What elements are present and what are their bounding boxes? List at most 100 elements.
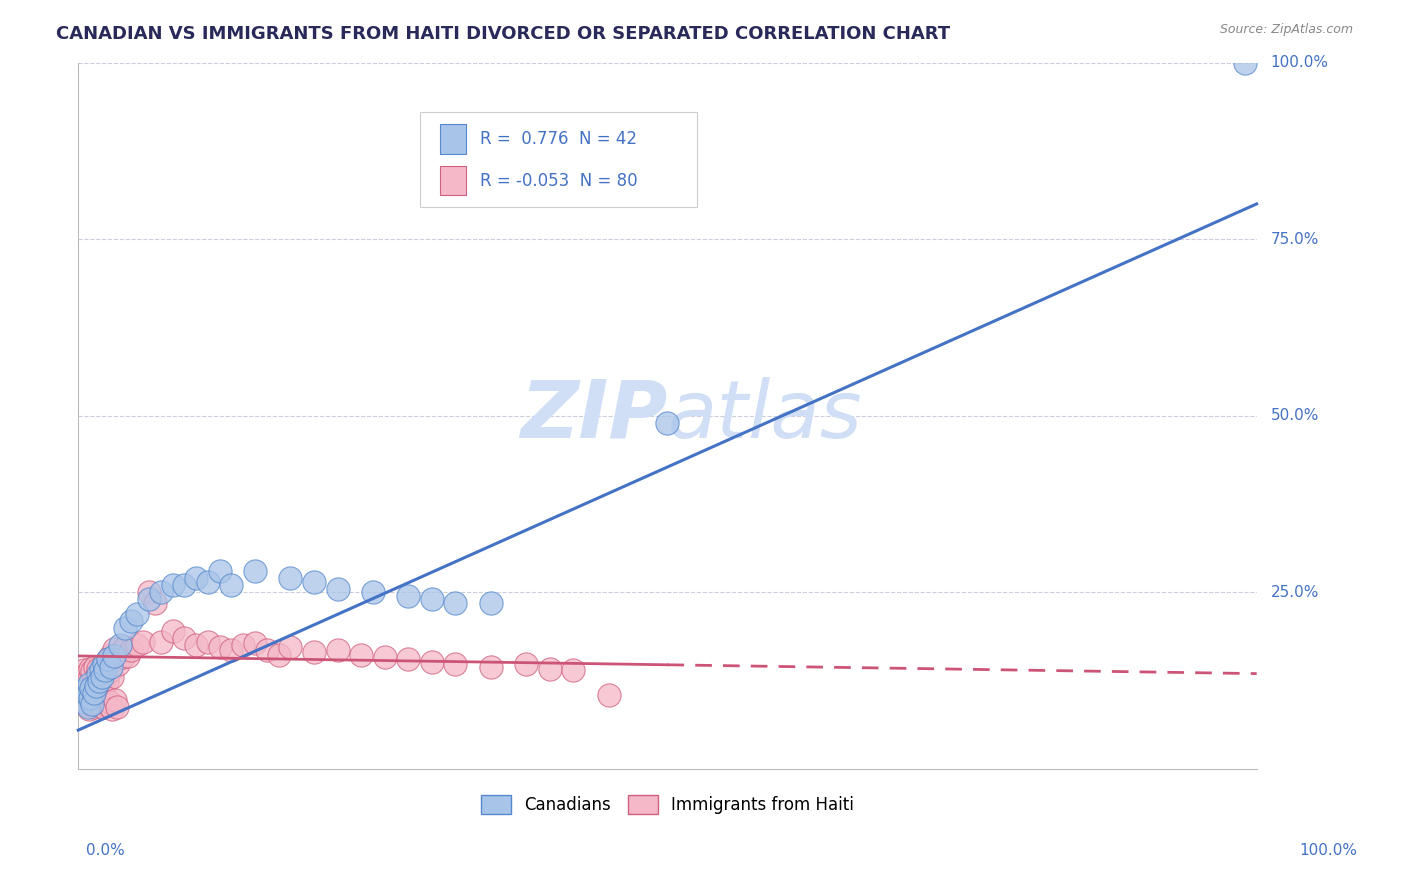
Point: [76, 666, 98, 681]
Point: [479, 596, 502, 610]
Point: [76, 679, 98, 693]
Point: [104, 692, 127, 706]
Point: [280, 571, 302, 585]
Point: [84, 670, 107, 684]
Point: [374, 650, 396, 665]
Point: [72, 681, 94, 695]
Point: [73, 663, 96, 677]
Point: [114, 621, 136, 635]
Point: [87, 698, 110, 713]
Point: [91, 699, 114, 714]
Point: [598, 688, 620, 702]
Point: [76, 699, 98, 714]
Point: [107, 657, 129, 672]
Text: R =  0.776  N = 42: R = 0.776 N = 42: [479, 130, 637, 148]
Point: [127, 607, 149, 621]
Point: [280, 640, 302, 655]
FancyBboxPatch shape: [420, 112, 697, 208]
Point: [79, 691, 101, 706]
Point: [87, 666, 110, 681]
Point: [104, 652, 127, 666]
Point: [83, 675, 105, 690]
Point: [149, 635, 172, 649]
Point: [396, 652, 419, 666]
Point: [221, 643, 243, 657]
Point: [105, 699, 128, 714]
Point: [149, 585, 172, 599]
Point: [120, 643, 142, 657]
Point: [90, 662, 112, 676]
Point: [83, 659, 105, 673]
Text: CANADIAN VS IMMIGRANTS FROM HAITI DIVORCED OR SEPARATED CORRELATION CHART: CANADIAN VS IMMIGRANTS FROM HAITI DIVORC…: [56, 25, 950, 43]
Text: 25.0%: 25.0%: [1271, 585, 1319, 600]
Text: 75.0%: 75.0%: [1271, 232, 1319, 247]
Point: [91, 677, 114, 691]
Point: [93, 657, 115, 672]
Text: R = -0.053  N = 80: R = -0.053 N = 80: [479, 171, 638, 190]
Point: [127, 639, 149, 653]
Legend: Canadians, Immigrants from Haiti: Canadians, Immigrants from Haiti: [474, 789, 860, 821]
Point: [117, 648, 139, 663]
Point: [256, 643, 278, 657]
Point: [138, 585, 160, 599]
Point: [538, 662, 561, 676]
Point: [97, 698, 120, 713]
Point: [79, 662, 101, 676]
Point: [76, 688, 98, 702]
Point: [90, 670, 112, 684]
Point: [70, 670, 93, 684]
FancyBboxPatch shape: [440, 166, 465, 195]
Point: [77, 677, 100, 691]
Text: 50.0%: 50.0%: [1271, 409, 1319, 424]
Point: [184, 571, 207, 585]
Point: [89, 673, 111, 688]
Point: [420, 655, 443, 669]
Point: [69, 673, 91, 688]
Point: [103, 648, 125, 663]
Point: [83, 686, 105, 700]
Point: [232, 639, 254, 653]
Point: [98, 665, 121, 679]
Text: 0.0%: 0.0%: [86, 843, 125, 857]
Point: [82, 697, 104, 711]
Point: [108, 639, 131, 653]
Point: [243, 636, 266, 650]
Point: [97, 659, 120, 673]
Point: [173, 578, 195, 592]
Point: [420, 592, 443, 607]
Point: [326, 582, 349, 596]
Point: [83, 699, 105, 714]
Point: [173, 632, 195, 646]
Point: [97, 652, 120, 666]
Point: [70, 692, 93, 706]
Point: [76, 691, 98, 706]
Point: [94, 669, 117, 683]
Point: [90, 666, 112, 681]
Point: [90, 694, 112, 708]
Point: [114, 640, 136, 655]
Text: 100.0%: 100.0%: [1299, 843, 1358, 857]
Point: [73, 695, 96, 709]
Point: [93, 657, 115, 672]
Point: [73, 697, 96, 711]
Point: [100, 659, 122, 673]
Point: [80, 695, 103, 709]
Point: [120, 614, 142, 628]
Point: [82, 665, 104, 679]
Point: [84, 679, 107, 693]
Point: [98, 695, 121, 709]
Point: [444, 657, 467, 672]
Point: [1233, 55, 1256, 70]
Point: [350, 648, 373, 662]
Point: [197, 574, 219, 589]
Point: [138, 592, 160, 607]
Point: [89, 673, 111, 688]
Point: [197, 635, 219, 649]
Point: [515, 657, 537, 672]
Point: [101, 702, 124, 716]
Text: ZIP: ZIP: [520, 376, 668, 455]
Point: [94, 690, 117, 704]
Point: [208, 640, 231, 655]
Point: [562, 663, 585, 677]
Point: [267, 648, 290, 662]
